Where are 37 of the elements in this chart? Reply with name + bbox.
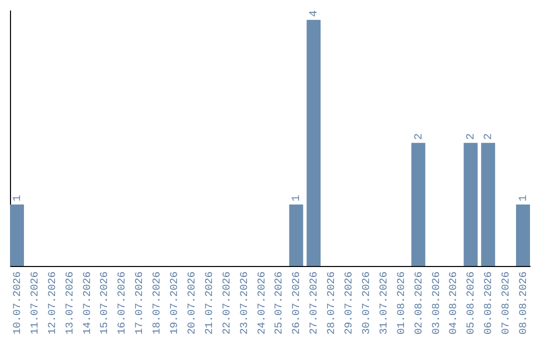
x-tick-label: 08.08.2026: [518, 272, 530, 335]
x-tick-label: 20.07.2026: [186, 272, 198, 335]
data-label: 1: [12, 194, 24, 202]
x-tick-label: 04.08.2026: [448, 272, 460, 335]
x-tick-label: 11.07.2026: [29, 272, 42, 335]
x-tick-label: 03.08.2026: [430, 272, 443, 335]
x-tick-label: 12.07.2026: [46, 272, 59, 335]
x-tick-label: 24.07.2026: [256, 272, 268, 335]
x-tick-label: 18.07.2026: [152, 272, 164, 335]
data-label: 2: [483, 133, 496, 140]
x-tick-label: 06.08.2026: [483, 272, 496, 335]
x-tick-label: 21.07.2026: [204, 272, 216, 335]
x-tick-label: 27.07.2026: [308, 272, 321, 335]
x-tick-label: 13.07.2026: [64, 272, 76, 335]
x-tick-label: 07.08.2026: [500, 272, 513, 335]
data-label: 1: [518, 194, 530, 202]
data-label: 2: [466, 133, 478, 140]
data-label: 2: [413, 133, 426, 140]
x-tick-label: 10.07.2026: [12, 272, 24, 335]
x-tick-label: 29.07.2026: [344, 272, 356, 335]
x-tick-label: 22.07.2026: [221, 272, 234, 335]
x-tick-label: 15.07.2026: [99, 272, 112, 335]
x-tick-label: 25.07.2026: [274, 272, 286, 335]
x-tick-label: 02.08.2026: [413, 272, 426, 335]
x-tick-label: 31.07.2026: [378, 272, 390, 335]
x-tick-label: 19.07.2026: [169, 272, 182, 335]
x-tick-label: 26.07.2026: [291, 272, 304, 335]
x-tick-label: 05.08.2026: [466, 272, 478, 335]
data-label: 4: [308, 10, 321, 17]
x-tick-label: 17.07.2026: [134, 272, 146, 335]
x-tick-label: 30.07.2026: [360, 272, 373, 335]
x-tick-label: 28.07.2026: [326, 272, 338, 335]
x-tick-label: 14.07.2026: [82, 272, 94, 335]
x-tick-label: 23.07.2026: [238, 272, 251, 335]
x-tick-label: 01.08.2026: [396, 272, 408, 335]
x-tick-label: 16.07.2026: [116, 272, 129, 335]
data-label: 1: [291, 194, 304, 202]
